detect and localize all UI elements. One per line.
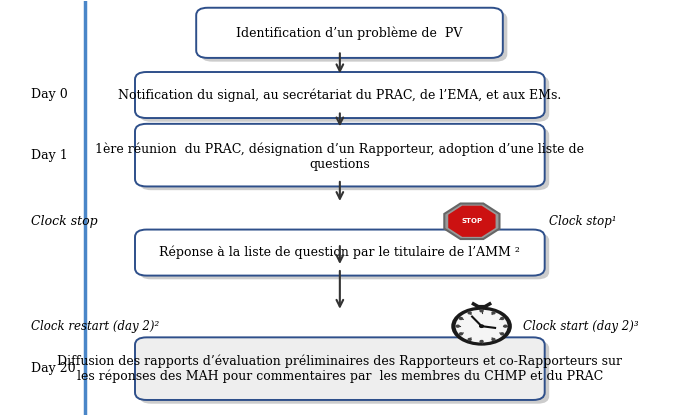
- Circle shape: [504, 325, 507, 327]
- FancyBboxPatch shape: [135, 337, 545, 400]
- FancyBboxPatch shape: [140, 128, 549, 190]
- Text: Clock start (day 2)³: Clock start (day 2)³: [523, 319, 639, 333]
- Circle shape: [492, 312, 495, 314]
- FancyBboxPatch shape: [135, 72, 545, 118]
- Circle shape: [460, 333, 462, 335]
- Circle shape: [492, 339, 495, 340]
- Text: Identification d’un problème de  PV: Identification d’un problème de PV: [237, 26, 462, 40]
- Text: Clock restart (day 2)²: Clock restart (day 2)²: [31, 319, 159, 333]
- Circle shape: [479, 325, 484, 327]
- Circle shape: [460, 317, 462, 319]
- FancyBboxPatch shape: [135, 124, 545, 186]
- Text: Day 0: Day 0: [31, 88, 68, 102]
- FancyBboxPatch shape: [140, 341, 549, 404]
- Text: questions: questions: [310, 158, 370, 171]
- Circle shape: [480, 341, 483, 342]
- FancyBboxPatch shape: [140, 76, 549, 122]
- Text: Notification du signal, au secrétariat du PRAC, de l’EMA, et aux EMs.: Notification du signal, au secrétariat d…: [118, 88, 561, 102]
- Circle shape: [501, 333, 504, 335]
- Circle shape: [468, 312, 471, 314]
- Circle shape: [451, 307, 512, 346]
- Circle shape: [480, 310, 483, 312]
- Text: Day 20: Day 20: [31, 362, 75, 375]
- FancyBboxPatch shape: [140, 233, 549, 279]
- Text: Clock stop: Clock stop: [31, 215, 98, 228]
- Text: STOP: STOP: [461, 218, 482, 224]
- Polygon shape: [449, 207, 494, 236]
- Circle shape: [501, 317, 504, 319]
- Text: Diffusion des rapports d’évaluation préliminaires des Rapporteurs et co-Rapporte: Diffusion des rapports d’évaluation prél…: [57, 354, 623, 383]
- Text: 1ère réunion  du PRAC, désignation d’un Rapporteur, adoption d’une liste de: 1ère réunion du PRAC, désignation d’un R…: [95, 142, 584, 156]
- FancyBboxPatch shape: [135, 230, 545, 275]
- FancyBboxPatch shape: [201, 12, 507, 62]
- FancyBboxPatch shape: [196, 8, 503, 58]
- Polygon shape: [444, 203, 499, 239]
- Circle shape: [468, 339, 471, 340]
- Circle shape: [456, 325, 459, 327]
- Text: Réponse à la liste de question par le titulaire de l’AMM ²: Réponse à la liste de question par le ti…: [160, 246, 520, 259]
- Text: Day 1: Day 1: [31, 149, 68, 162]
- Circle shape: [454, 309, 509, 344]
- Text: Clock stop¹: Clock stop¹: [549, 215, 617, 228]
